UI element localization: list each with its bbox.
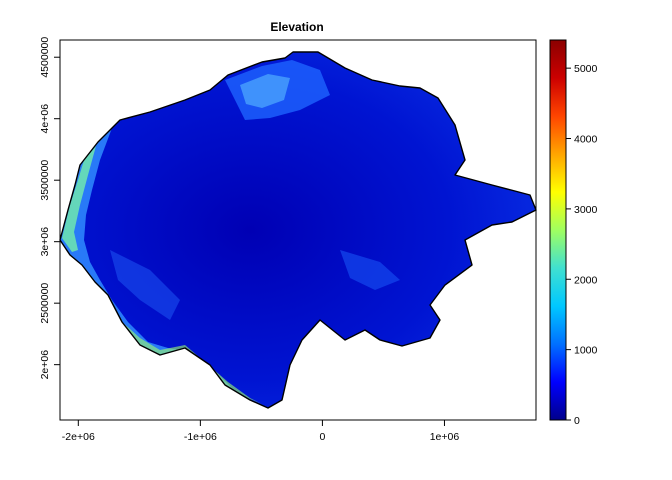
highland-shading [60, 60, 400, 408]
region-outline [59, 51, 537, 409]
plot-frame [59, 39, 537, 421]
legend-tick-label: 2000 [574, 274, 598, 286]
y-axis: 2e+06 2500000 3e+06 3500000 4e+06 4500000 [39, 37, 60, 380]
y-tick-label: 3e+06 [39, 227, 51, 257]
legend-color-bar [549, 39, 567, 421]
legend-tick-label: 0 [574, 415, 580, 427]
x-tick-label: -2e+06 [62, 431, 95, 443]
y-tick-label: 4e+06 [39, 104, 51, 134]
legend-tick-label: 1000 [574, 345, 598, 357]
color-legend: 0 1000 2000 3000 4000 5000 [549, 39, 598, 427]
y-tick-label: 3500000 [39, 160, 51, 201]
y-tick-label: 2e+06 [39, 350, 51, 380]
legend-ticks: 0 1000 2000 3000 4000 5000 [566, 63, 598, 427]
legend-tick-label: 4000 [574, 134, 598, 146]
x-tick-label: 0 [319, 431, 325, 443]
y-tick-label: 4500000 [39, 37, 51, 78]
map-plot-area: -2e+06 -1e+06 0 1e+06 2e+06 2500000 3e+06 3500… [39, 37, 537, 443]
x-tick-label: 1e+06 [430, 431, 460, 443]
x-axis: -2e+06 -1e+06 0 1e+06 [62, 420, 460, 443]
plot-title: Elevation [270, 20, 323, 34]
legend-tick-label: 5000 [574, 63, 598, 75]
y-tick-label: 2500000 [39, 283, 51, 324]
legend-tick-label: 3000 [574, 204, 598, 216]
x-tick-label: -1e+06 [184, 431, 217, 443]
elevation-raster [60, 52, 536, 408]
